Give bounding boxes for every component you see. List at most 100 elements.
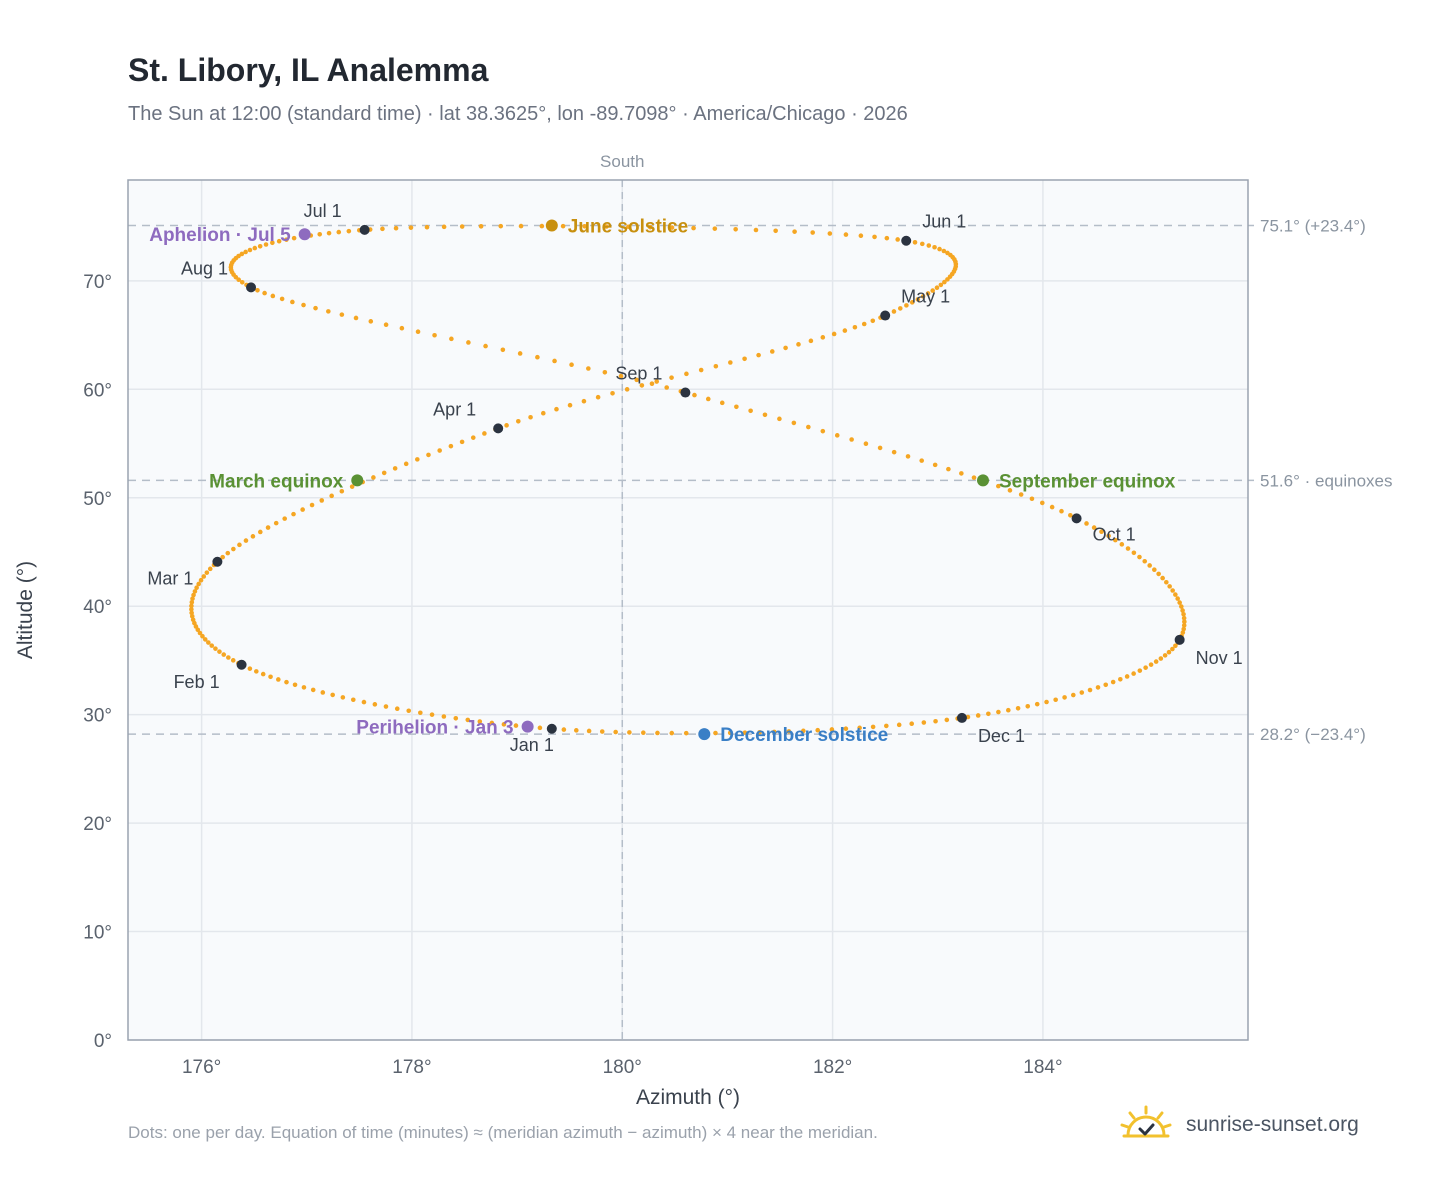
daily-dot <box>437 448 442 453</box>
daily-dot <box>582 223 587 229</box>
daily-dot <box>392 466 398 471</box>
daily-dot <box>870 724 876 730</box>
daily-dot <box>225 550 231 556</box>
daily-dot <box>861 321 867 327</box>
month-marker <box>236 659 247 670</box>
daily-dot <box>1181 626 1187 632</box>
daily-dot <box>1170 646 1175 652</box>
daily-dot <box>270 293 276 299</box>
daily-dot <box>912 240 918 245</box>
daily-dot <box>470 435 476 440</box>
daily-dot <box>602 369 608 375</box>
daily-dot <box>189 610 194 616</box>
daily-dot <box>291 511 296 517</box>
daily-dot <box>921 720 927 725</box>
daily-dot <box>863 441 869 447</box>
daily-dot <box>669 730 675 736</box>
daily-dot <box>540 410 546 416</box>
event-marker <box>976 474 989 487</box>
daily-dot <box>727 730 733 736</box>
footnote: Dots: one per day. Equation of time (min… <box>128 1123 878 1142</box>
daily-dot <box>1084 521 1089 526</box>
daily-dot <box>292 682 298 688</box>
daily-dot <box>769 349 775 354</box>
event-label: June solstice <box>568 217 688 238</box>
daily-dot <box>713 730 718 736</box>
daily-dot <box>1025 703 1031 709</box>
daily-dot <box>257 243 263 249</box>
y-tick-label: 20° <box>83 814 112 835</box>
daily-dot <box>1119 542 1125 547</box>
month-label: Nov 1 <box>1196 648 1243 668</box>
daily-dot <box>482 431 487 436</box>
daily-dot <box>426 452 431 458</box>
daily-dot <box>317 231 323 237</box>
daily-dot <box>713 363 719 369</box>
daily-dot <box>941 248 947 254</box>
daily-dot <box>944 717 950 723</box>
meridian-label: South <box>600 152 644 171</box>
daily-dot <box>872 234 877 240</box>
event-marker <box>351 474 364 487</box>
daily-dot <box>1099 529 1104 535</box>
month-markers: Jan 1 Feb 1 Mar 1 Apr 1 May 1 Jun 1 Jul 1 Aug 1… <box>147 201 1242 755</box>
daily-dot <box>1091 525 1097 530</box>
chart-title: St. Libory, IL Analemma <box>128 52 489 88</box>
event-label: December solstice <box>720 725 888 746</box>
daily-dot <box>483 343 488 349</box>
event-marker <box>698 728 711 741</box>
daily-dot <box>728 360 733 365</box>
daily-dot <box>415 329 421 334</box>
month-marker <box>956 712 967 723</box>
daily-dot <box>613 729 618 735</box>
daily-dot <box>353 315 359 321</box>
daily-dot <box>489 720 495 726</box>
daily-dot <box>996 709 1001 715</box>
daily-dot <box>843 232 849 237</box>
daily-dot <box>829 727 835 732</box>
daily-dot <box>192 589 198 594</box>
daily-dot <box>478 224 484 229</box>
month-marker <box>680 387 691 398</box>
daily-dot <box>975 713 981 718</box>
daily-dot <box>627 730 632 735</box>
daily-dot <box>1049 504 1055 510</box>
daily-dot <box>1152 567 1157 572</box>
daily-dot <box>263 242 269 247</box>
daily-dot <box>243 249 248 255</box>
daily-dot <box>204 570 210 575</box>
daily-dot <box>567 402 573 408</box>
daily-dot <box>945 250 950 256</box>
daily-dot <box>1124 674 1130 679</box>
daily-dot <box>595 394 601 400</box>
month-marker <box>880 310 891 321</box>
daily-dot <box>429 712 435 717</box>
daily-dot <box>260 671 266 677</box>
daily-dot <box>339 488 345 494</box>
daily-dot <box>909 300 915 305</box>
daily-dot <box>310 687 316 693</box>
daily-dot <box>895 237 900 242</box>
daily-dot <box>1131 671 1136 676</box>
daily-dot <box>336 229 342 235</box>
daily-dot <box>301 685 307 690</box>
daily-dot <box>198 577 204 583</box>
daily-dot <box>1125 546 1131 551</box>
daily-dot <box>276 238 282 244</box>
daily-dot <box>408 225 414 230</box>
daily-dot <box>669 375 674 380</box>
brand-logo[interactable]: sunrise-sunset.org <box>1120 1100 1359 1150</box>
daily-dot <box>477 719 483 724</box>
month-marker <box>546 723 557 734</box>
daily-dot <box>189 614 195 619</box>
daily-dot <box>330 692 335 698</box>
daily-dot <box>441 224 447 230</box>
daily-dot <box>610 390 615 396</box>
daily-dot <box>834 433 840 438</box>
daily-dot <box>815 727 821 733</box>
daily-dot <box>757 729 762 735</box>
daily-dot <box>1071 692 1076 698</box>
daily-dot <box>220 554 225 560</box>
daily-dot <box>247 247 253 253</box>
daily-dot <box>705 396 711 402</box>
